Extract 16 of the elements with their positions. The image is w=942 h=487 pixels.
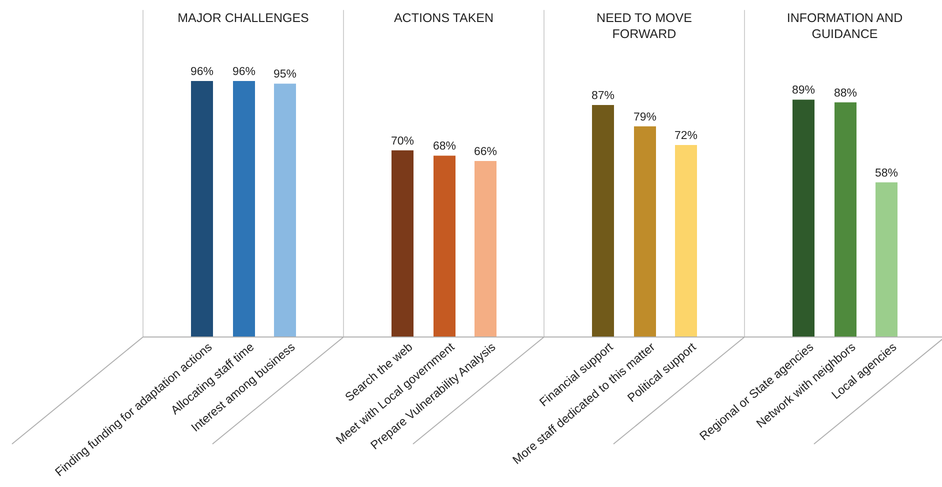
data-label: 95% xyxy=(273,68,297,81)
data-label: 68% xyxy=(432,140,456,153)
chart-title: NEED TO MOVE FORWARD xyxy=(596,11,692,41)
data-label: 66% xyxy=(474,146,498,158)
data-label: 79% xyxy=(633,111,657,124)
data-label: 58% xyxy=(874,167,898,180)
data-label: 70% xyxy=(390,135,414,148)
data-label: 96% xyxy=(190,66,214,78)
data-label: 89% xyxy=(792,84,816,97)
chart-title: ACTIONS TAKEN xyxy=(394,11,494,25)
data-label: 72% xyxy=(674,130,698,142)
chart-title: MAJOR CHALLENGES xyxy=(178,11,309,25)
chart-title: INFORMATION AND GUIDANCE xyxy=(786,11,903,41)
data-label: 96% xyxy=(232,66,256,78)
data-label: 87% xyxy=(591,90,615,102)
data-label: 88% xyxy=(834,87,858,100)
